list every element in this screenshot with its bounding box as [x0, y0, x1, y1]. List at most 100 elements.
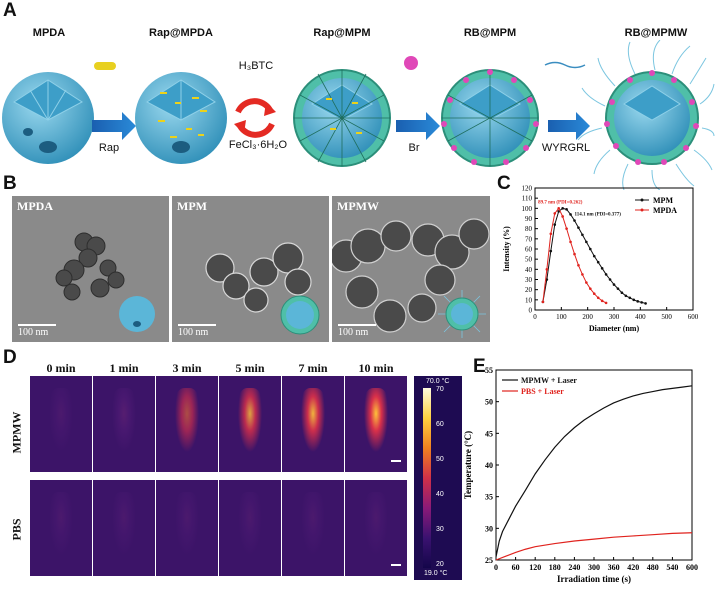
y-tick-label: 45 — [485, 429, 493, 438]
arrow-1-icon — [92, 112, 136, 140]
y-tick-label: 55 — [485, 366, 493, 375]
colorbar-tick-label: 30 — [436, 526, 444, 533]
data-point-mpda — [561, 215, 564, 218]
x-tick-label: 480 — [647, 563, 659, 572]
y-tick-label: 60 — [525, 246, 533, 254]
hotspot — [172, 388, 202, 452]
y-tick-label: 100 — [522, 205, 533, 213]
y-axis-label: Intensity (%) — [502, 226, 511, 272]
time-label: 1 min — [109, 361, 139, 375]
rb-mpmw-sphere — [577, 40, 715, 190]
data-point-mpm — [585, 240, 588, 244]
thermal-image-pbs — [219, 480, 281, 576]
rap-capsule-icon — [94, 62, 116, 70]
y-tick-label: 30 — [485, 524, 493, 533]
tem-image-mpm: MPM 100 nm — [172, 196, 329, 342]
legend-marker — [640, 198, 644, 202]
reagent-peptide: WYRGRL — [541, 142, 591, 154]
peptide-icon — [544, 61, 586, 69]
arrow-3-icon — [548, 112, 590, 140]
stage-title-rap-mpda: Rap@MPDA — [149, 27, 213, 39]
hotspot — [46, 492, 76, 556]
y-tick-label: 40 — [485, 461, 493, 470]
thermal-image-mpmw — [93, 376, 155, 472]
hotspot — [235, 492, 265, 556]
y-tick-label: 70 — [525, 235, 533, 243]
tem-image-mpda: MPDA 100 nm — [12, 196, 169, 342]
legend-label: MPDA — [653, 206, 677, 215]
data-point-mpm — [624, 294, 628, 298]
data-point-mpda — [581, 273, 584, 276]
colorbar-tick-label: 60 — [436, 421, 444, 428]
data-point-mpm — [604, 273, 608, 276]
data-point-mpm — [573, 219, 576, 222]
mpda-inset-icon — [119, 296, 155, 332]
panel-label-d: D — [3, 347, 17, 368]
x-tick-label: 60 — [512, 563, 520, 572]
tem-label-mpm: MPM — [177, 199, 207, 213]
scale-text-mpmw: 100 nm — [338, 327, 369, 338]
stage-title-mpda: MPDA — [32, 27, 66, 39]
data-point-mpda — [569, 240, 572, 244]
data-point-mpda — [541, 300, 545, 304]
x-axis-label: Diameter (nm) — [589, 324, 640, 333]
thermal-image-mpmw — [282, 376, 344, 472]
legend-label: PBS + Laser — [521, 387, 564, 396]
data-point-mpm — [620, 291, 624, 295]
hotspot — [361, 388, 391, 452]
thermal-image-pbs — [156, 480, 218, 576]
data-point-mpm — [561, 207, 564, 210]
thermal-image-pbs — [282, 480, 344, 576]
x-tick-label: 360 — [608, 563, 620, 572]
x-tick-label: 180 — [549, 563, 561, 572]
temperature-chart: 0 60 120 180 240 300 360 420 480 540 600 25 30 35 40 45… — [463, 366, 698, 584]
thermal-image-mpmw — [30, 376, 92, 472]
y-tick-label: 80 — [525, 225, 533, 233]
legend-marker — [640, 208, 644, 212]
series-line-mpda — [542, 207, 607, 304]
data-point-mpm — [569, 213, 572, 216]
scale-text-mpda: 100 nm — [18, 327, 49, 338]
legend-label: MPM — [653, 196, 673, 205]
time-label: 0 min — [46, 361, 76, 375]
colorbar-tick-label: 40 — [436, 491, 444, 498]
scale-bar-mpm — [178, 324, 216, 326]
y-tick-label: 25 — [485, 556, 493, 565]
hotspot — [298, 492, 328, 556]
data-point-mpda — [604, 301, 608, 305]
data-point-mpm — [565, 208, 568, 211]
data-point-mpm — [640, 301, 643, 304]
reagent-fecl3: FeCl₃·6H₂O — [228, 139, 288, 151]
legend-label: MPMW + Laser — [521, 376, 577, 385]
colorbar-gradient — [423, 388, 431, 568]
panel-label-e: E — [473, 356, 486, 377]
data-point-mpda — [545, 268, 549, 271]
data-point-mpda — [577, 263, 580, 267]
image-scale-bar — [391, 460, 401, 462]
mpmw-inset-icon — [438, 290, 486, 338]
x-tick-label: 600 — [688, 313, 699, 321]
y-tick-label: 35 — [485, 493, 493, 502]
stage-title-rb-mpm: RB@MPM — [463, 27, 517, 39]
data-point-mpda — [592, 292, 596, 296]
x-tick-label: 600 — [686, 563, 698, 572]
reagent-rap: Rap — [98, 142, 120, 154]
rap-mpda-sphere — [135, 72, 227, 164]
data-point-mpm — [636, 300, 639, 303]
y-tick-label: 40 — [525, 266, 533, 274]
y-tick-label: 30 — [525, 276, 533, 284]
mpm-inset-icon — [280, 295, 320, 335]
data-point-mpm — [600, 267, 604, 270]
colorbar-top-label: 70.0 °C — [426, 378, 450, 385]
data-point-mpm — [581, 233, 584, 237]
thermal-image-pbs — [30, 480, 92, 576]
x-tick-label: 120 — [529, 563, 541, 572]
x-tick-label: 200 — [582, 313, 593, 321]
series-line-pbs-laser — [495, 532, 693, 561]
y-tick-label: 0 — [529, 307, 533, 315]
data-point-mpda — [600, 299, 604, 303]
thermal-image-mpmw — [345, 376, 407, 472]
scale-text-mpm: 100 nm — [178, 327, 209, 338]
x-tick-label: 420 — [627, 563, 639, 572]
plot-frame — [495, 369, 693, 561]
